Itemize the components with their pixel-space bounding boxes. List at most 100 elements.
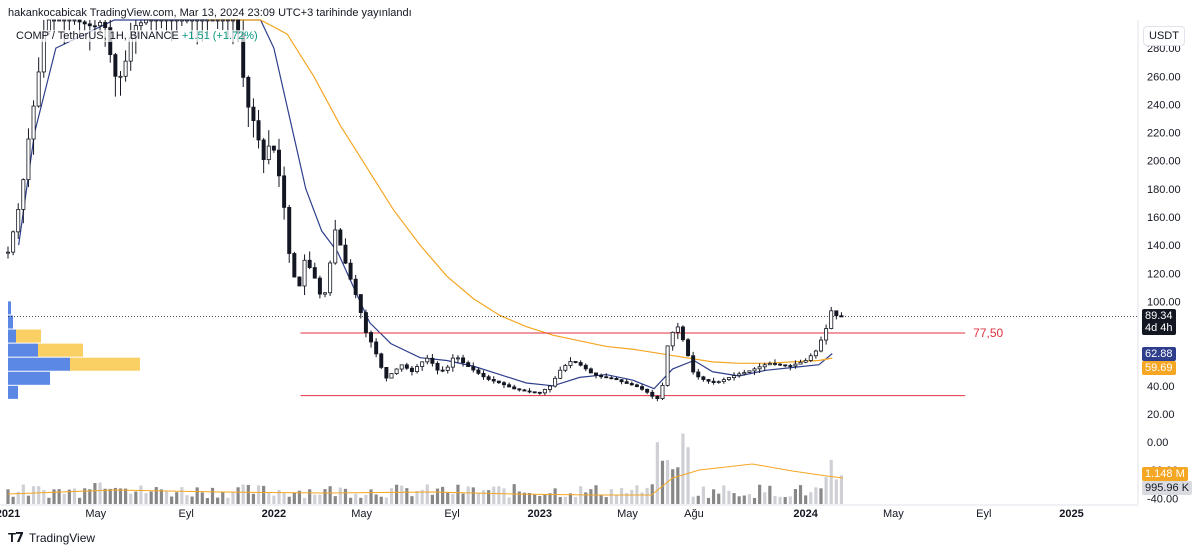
volume-bar [589,489,593,504]
volume-bar [630,489,634,504]
volume-bar [737,496,741,504]
currency-unit-button[interactable]: USDT [1143,26,1185,46]
price-axis: 280.00 260.00 240.00 220.00 200.00 180.00 160.… [1137,20,1181,505]
volume-bar [415,490,419,504]
volume-bar [599,494,603,504]
volume-bar [706,497,711,504]
volume-bar [814,487,818,504]
candle-body [358,294,363,313]
candle-body [62,19,67,22]
volume-bar [272,495,276,504]
candle-body [634,384,639,387]
volume-bar [379,496,383,504]
candle-body [819,339,823,352]
candle-body [312,267,317,279]
volume-bar [553,488,557,504]
candle-body [179,19,184,22]
candle-body [399,364,404,370]
volume-bar [72,488,77,504]
candle-body [721,379,726,383]
volume-bar [359,497,363,504]
brand-name: TradingView [29,531,96,545]
x-tick-label: 2025 [1059,508,1083,520]
candle-body [164,19,169,22]
volume-bar [277,489,281,504]
volume-bar [318,494,322,504]
candle-body [507,384,512,388]
volume-bar [88,489,92,504]
volume-bar [809,492,813,504]
change-label: +1.51 (+1.72%) [181,30,258,42]
candle-body [251,106,256,122]
current-price-label: 89.34 [1145,310,1173,322]
volume-bar [226,497,230,504]
volume-bar [768,485,772,504]
x-tick-label: 2021 [0,508,20,520]
candle-body [614,378,619,381]
volume-bar [354,493,358,504]
volume-bar [400,485,404,504]
volume-bar [47,497,51,504]
volume-bar [584,492,588,504]
candle-body [31,105,36,140]
volume-bar [804,495,808,504]
candle-body [471,366,476,371]
volume-bar [16,491,20,504]
volume-profile-bar [38,343,83,357]
volume-bar [57,489,61,504]
volume-bar [149,491,153,504]
volume-bar [210,487,215,504]
candle-body [450,357,455,368]
candle-body [440,369,445,372]
candle-body [333,229,338,264]
candle-body [537,391,542,394]
candle-body [348,262,353,280]
candle-body [384,367,389,379]
volume-bar [103,488,107,504]
volume-bar [164,491,169,504]
y-tick-label: 220.00 [1147,128,1181,140]
volume-bar [221,491,225,504]
candles [6,19,844,402]
candle-body [36,71,41,107]
candle-body [11,231,16,253]
candle-body [261,139,266,161]
volume-bar [282,493,286,504]
volume-bar [696,495,700,504]
x-tick-label: 2023 [528,508,552,520]
volume-bar [159,489,163,504]
candle-body [665,345,670,386]
volume-bar [778,496,782,504]
candle-body [445,366,450,371]
symbol-legend[interactable]: COMP / TetherUS, 1H, BINANCE +1.51 (+1.7… [14,30,260,42]
candle-body [138,22,143,26]
candle-body [747,370,752,373]
candle-body [435,362,440,371]
candle-body [599,374,604,378]
volume-bar [548,493,552,504]
volume-bar [190,496,194,504]
candle-body [527,390,532,393]
volume-bar [471,487,475,504]
volume-bar [492,486,496,504]
volume-bars [6,433,844,504]
symbol-label: COMP / TetherUS, 1H, BINANCE [16,30,179,42]
candle-body [793,363,798,367]
candle-body [77,19,82,23]
candle-body [225,19,230,22]
y-tick-label: 20.00 [1147,409,1175,421]
volume-bar [783,497,787,504]
candle-body [778,363,783,366]
volume-profile-bar [8,371,50,385]
volume-bar [476,493,480,504]
candle-body [568,361,573,366]
volume-profile-bar [8,385,18,399]
volume-bar [676,467,680,504]
volume-profile-bar [8,315,13,329]
candle-body [686,339,691,357]
volume-bar [533,494,537,504]
candle-body [461,357,466,364]
volume-bar [389,488,394,504]
candle-body [404,364,409,369]
